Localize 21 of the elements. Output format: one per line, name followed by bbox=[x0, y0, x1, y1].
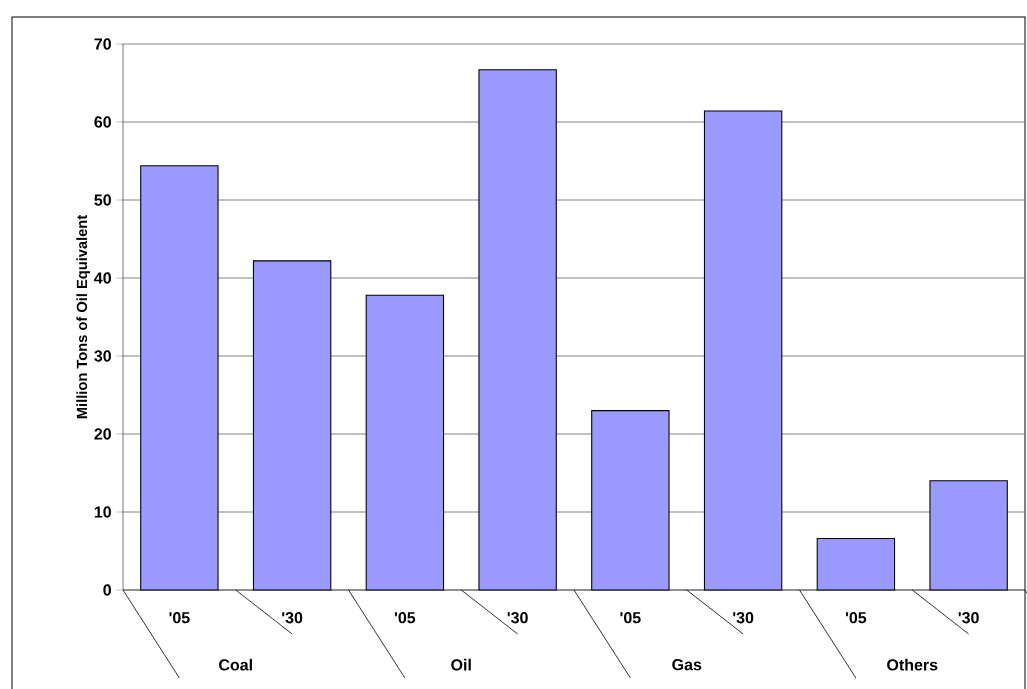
x-tick-label: '05 bbox=[169, 612, 190, 624]
y-tick-label: 40 bbox=[94, 272, 111, 284]
text: Coal bbox=[219, 658, 252, 671]
x-tick-label: '30 bbox=[507, 612, 528, 624]
x-tick-label: '05 bbox=[845, 612, 867, 624]
y-tick-label: 70 bbox=[94, 38, 111, 50]
text: Others bbox=[887, 658, 938, 671]
x-tick-label: '05 bbox=[394, 612, 416, 624]
x-tick-label: '30 bbox=[733, 612, 754, 624]
x-tick-label: '05 bbox=[620, 612, 641, 624]
y-axis-title: Million Tons of Oil Equivalent bbox=[76, 215, 90, 419]
y-tick-label: 0 bbox=[103, 584, 111, 596]
y-tick-label: 30 bbox=[94, 350, 111, 362]
y-tick-label: 20 bbox=[94, 428, 111, 440]
y-tick-label: 50 bbox=[94, 194, 111, 206]
y-tick-label: 60 bbox=[94, 116, 111, 128]
x-tick-label: '30 bbox=[958, 612, 979, 624]
text: Gas bbox=[672, 659, 702, 671]
x-tick-label: '30 bbox=[282, 612, 303, 624]
y-tick-label: 10 bbox=[94, 506, 111, 518]
text: Oil bbox=[451, 658, 471, 671]
